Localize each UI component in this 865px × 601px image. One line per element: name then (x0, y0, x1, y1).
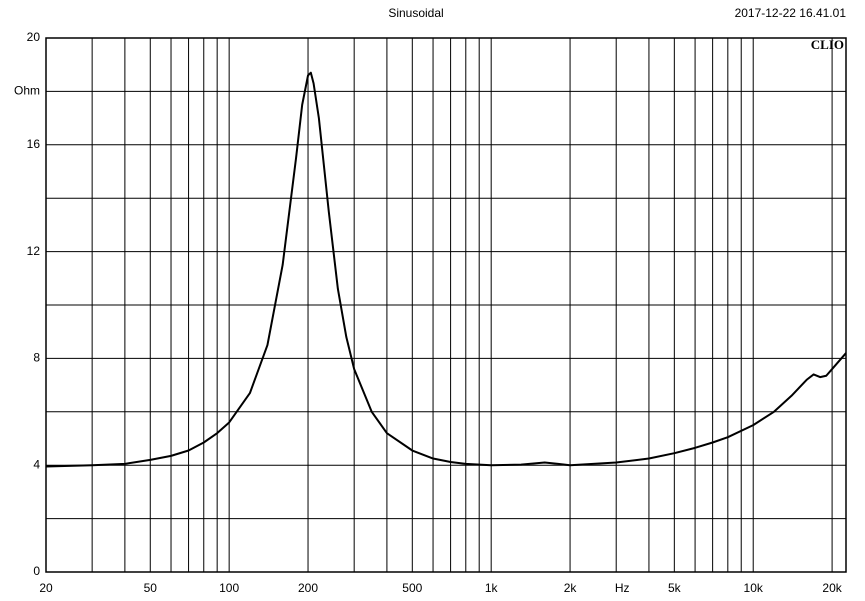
y-tick-label: 8 (33, 351, 40, 365)
chart-title: Sinusoidal (388, 6, 443, 20)
x-tick-label: 500 (402, 581, 422, 595)
brand: CLIO (811, 37, 844, 52)
y-tick-label: 16 (27, 137, 41, 151)
x-axis-label: Hz (615, 581, 630, 595)
y-tick-label: 0 (33, 564, 40, 578)
x-tick-label: 200 (298, 581, 318, 595)
x-tick-label: 5k (668, 581, 682, 595)
impedance-line (46, 71, 846, 468)
timestamp: 2017-12-22 16.41.01 (735, 6, 847, 20)
y-tick-label: 4 (33, 457, 40, 471)
x-tick-label: 100 (219, 581, 239, 595)
x-tick-label: 20k (822, 581, 842, 595)
y-axis-label: Ohm (14, 84, 40, 98)
x-tick-label: 20 (39, 581, 53, 595)
x-tick-label: 1k (485, 581, 499, 595)
y-tick-label: 12 (27, 244, 41, 258)
x-tick-label: 2k (564, 581, 578, 595)
x-tick-label: 10k (744, 581, 764, 595)
plot-frame (45, 37, 847, 573)
x-tick-label: 50 (144, 581, 158, 595)
y-tick-label: 20 (27, 30, 41, 44)
